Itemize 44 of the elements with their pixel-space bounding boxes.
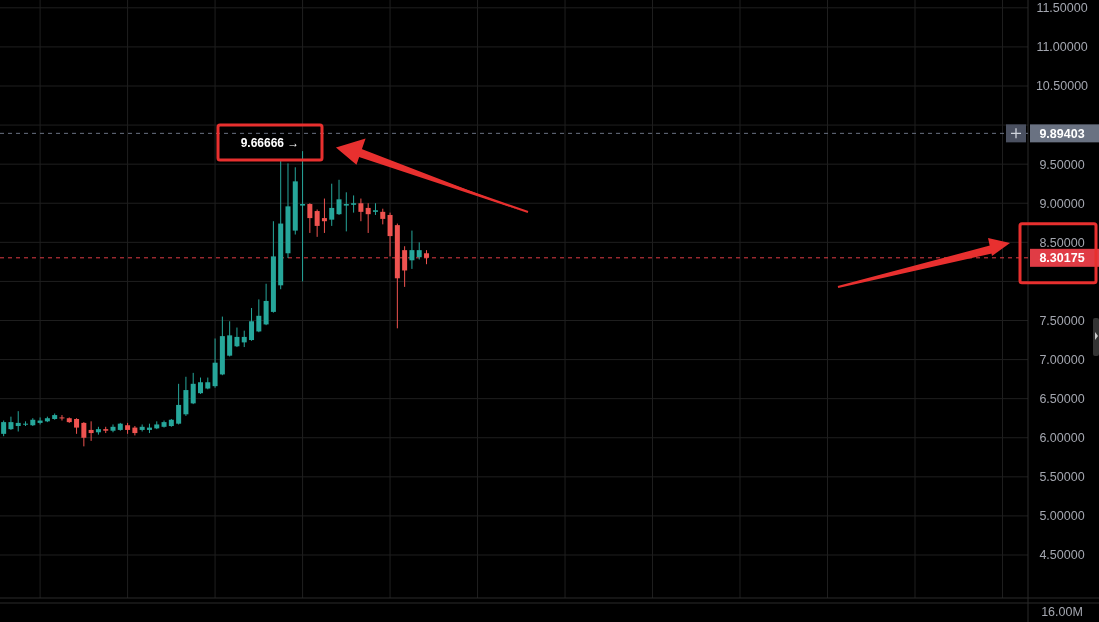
y-tick-label: 4.50000 bbox=[1039, 548, 1085, 563]
y-tick-label: 11.50000 bbox=[1036, 1, 1088, 16]
y-tick-label: 6.50000 bbox=[1039, 392, 1085, 407]
candlestick bbox=[234, 327, 240, 348]
y-tick-label: 7.50000 bbox=[1039, 313, 1085, 328]
y-tick-label: 10.50000 bbox=[1035, 79, 1089, 94]
candlestick bbox=[307, 202, 313, 234]
candlestick bbox=[351, 194, 357, 214]
candlestick bbox=[321, 198, 327, 234]
annotation: 9.66666 → bbox=[240, 136, 300, 151]
candlestick bbox=[263, 283, 269, 326]
ref-line-label: 8.30175 bbox=[1039, 251, 1085, 266]
y-tick-label: 5.50000 bbox=[1039, 470, 1085, 485]
candlestick bbox=[358, 198, 364, 222]
ref-line-label: 9.89403 bbox=[1039, 126, 1085, 141]
candlestick bbox=[329, 183, 335, 227]
y-tick-label: 8.50000 bbox=[1039, 235, 1085, 250]
candlestick bbox=[365, 202, 371, 234]
y-tick-label: 9.50000 bbox=[1039, 157, 1085, 172]
candlestick bbox=[300, 150, 306, 282]
candlestick bbox=[387, 212, 393, 257]
y-tick-label: 11.00000 bbox=[1036, 40, 1088, 55]
y-tick-label: 6.00000 bbox=[1039, 431, 1085, 446]
y-tick-label: 5.00000 bbox=[1039, 509, 1085, 524]
candlestick bbox=[409, 230, 415, 270]
candlestick bbox=[176, 383, 182, 425]
candlestick bbox=[343, 191, 349, 232]
candlestick bbox=[402, 245, 408, 288]
y-tick-label: 7.00000 bbox=[1039, 352, 1085, 367]
candlestick bbox=[81, 421, 87, 447]
text: 16.00M bbox=[1041, 605, 1083, 620]
candlestick bbox=[256, 298, 262, 333]
y-tick-label: 9.00000 bbox=[1039, 196, 1085, 211]
candlestick bbox=[212, 337, 218, 389]
candlestick bbox=[314, 209, 320, 238]
candlestick bbox=[8, 416, 14, 431]
candlestick bbox=[110, 423, 116, 433]
candlestick bbox=[336, 179, 342, 216]
candlestick bbox=[190, 372, 196, 405]
candlestick bbox=[227, 320, 233, 357]
candlestick bbox=[15, 410, 21, 432]
candlestick bbox=[88, 420, 94, 442]
candlestick bbox=[249, 307, 255, 342]
candlestick bbox=[59, 414, 65, 422]
